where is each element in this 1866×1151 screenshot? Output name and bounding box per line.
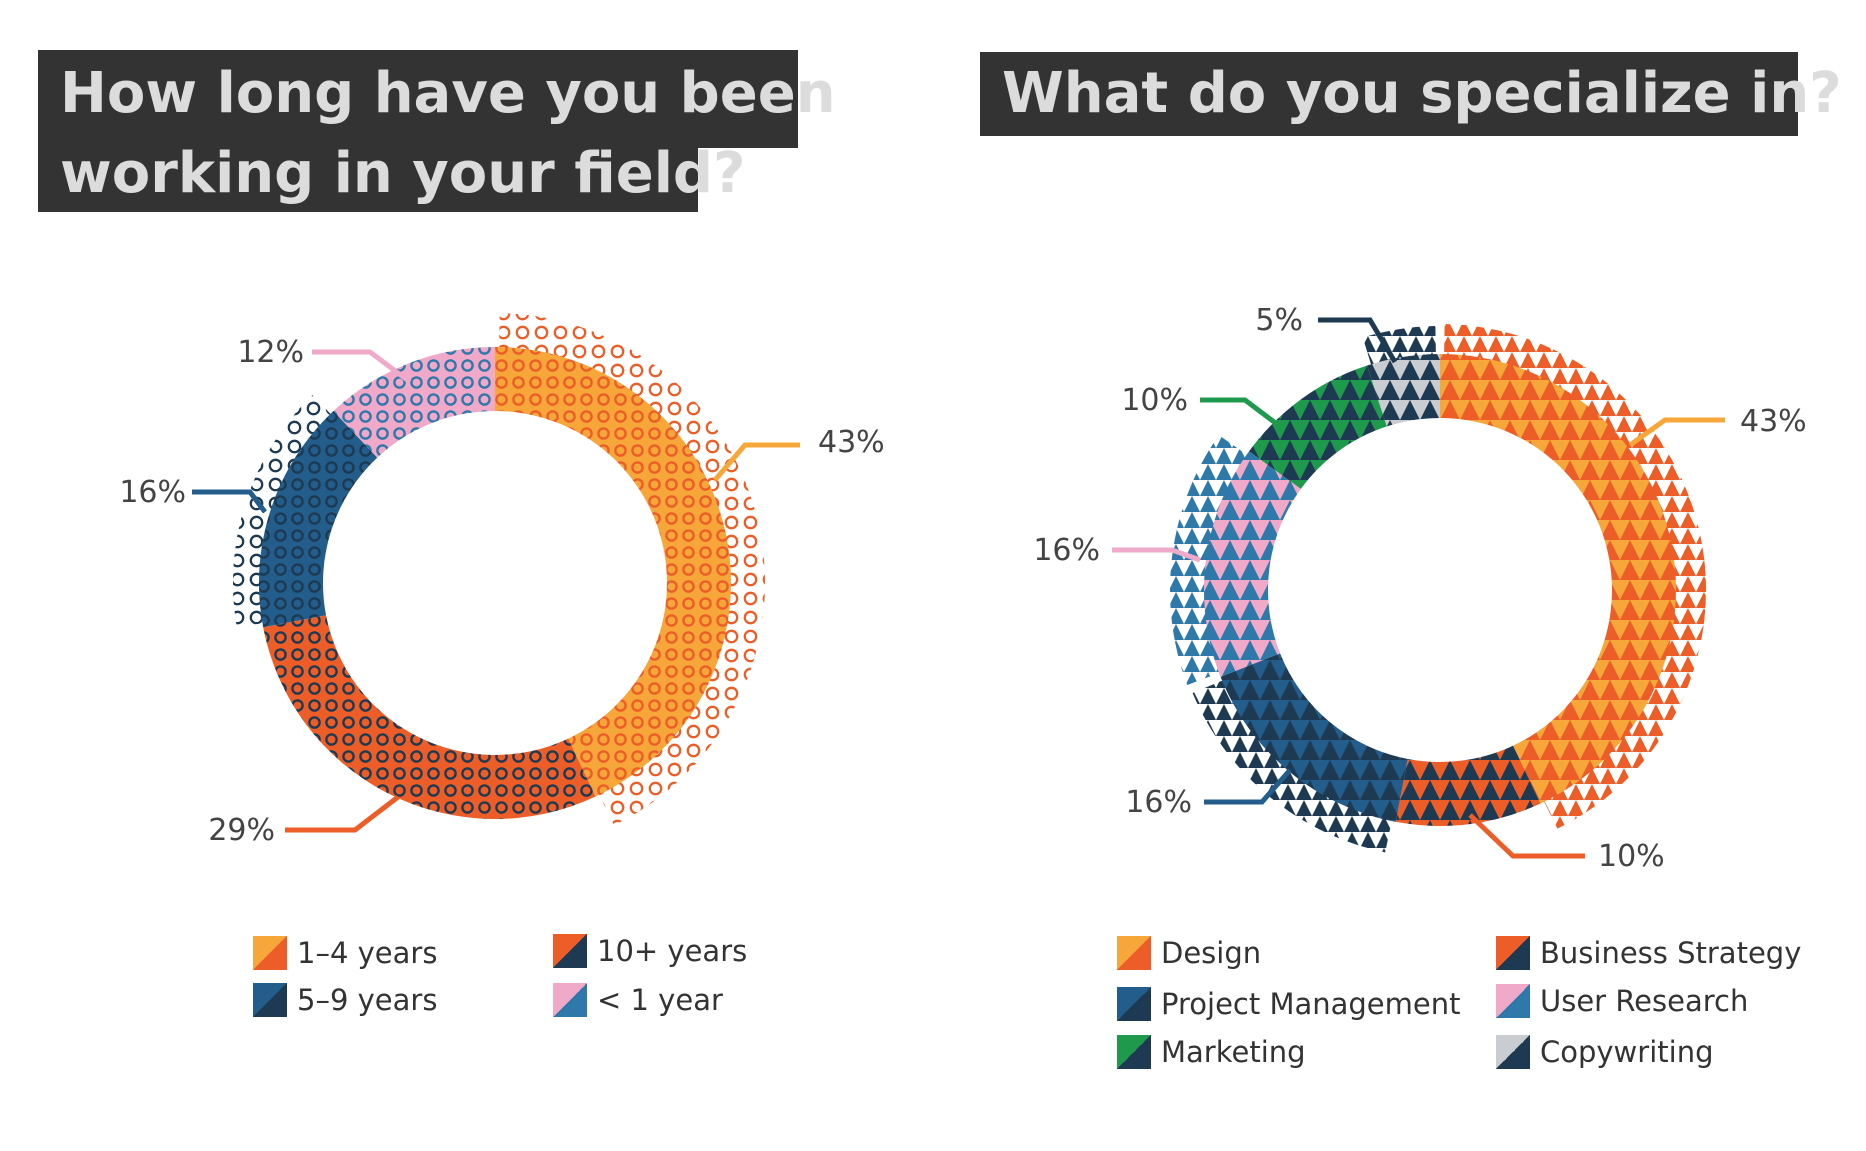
leader-line-user-research bbox=[1112, 547, 1201, 563]
legend-item-copywriting: Copywriting bbox=[1496, 1035, 1713, 1069]
leader-line-business-strategy bbox=[1468, 813, 1585, 859]
slice-user-research bbox=[1203, 451, 1301, 677]
data-label-5-9-years: 16% bbox=[119, 475, 186, 510]
legend-label-design: Design bbox=[1161, 936, 1262, 970]
legend-swatch-less-1-year bbox=[553, 983, 587, 1017]
leader-line-marketing bbox=[1200, 397, 1284, 430]
chart1-title-line-1: How long have you been bbox=[38, 50, 836, 148]
legend-swatch-marketing bbox=[1117, 1035, 1151, 1069]
legend-label-project-management: Project Management bbox=[1161, 987, 1461, 1021]
legend-item-less-1-year: < 1 year bbox=[553, 983, 723, 1017]
chart2-title-line-1: What do you specialize in? bbox=[980, 52, 1842, 136]
slice-band-design bbox=[1444, 324, 1706, 829]
data-label-10-years: 29% bbox=[208, 813, 275, 848]
slice-copywriting bbox=[1367, 354, 1440, 427]
slice-band-5-9-years bbox=[233, 395, 335, 628]
legend-item-1-4-years: 1–4 years bbox=[253, 936, 437, 970]
chart1-title-line-2: working in your field? bbox=[38, 140, 745, 212]
legend-item-business-strategy: Business Strategy bbox=[1496, 936, 1801, 970]
slice-1-4-years bbox=[495, 347, 731, 797]
chart2-donut bbox=[1170, 324, 1706, 853]
legend-swatch-user-research bbox=[1496, 984, 1530, 1018]
slice-5-9-years bbox=[259, 410, 378, 628]
legend-item-5-9-years: 5–9 years bbox=[253, 983, 437, 1017]
legend-item-marketing: Marketing bbox=[1117, 1035, 1306, 1069]
legend-swatch-business-strategy bbox=[1496, 936, 1530, 970]
leader-line-1-4-years bbox=[713, 442, 800, 482]
legend-label-5-9-years: 5–9 years bbox=[297, 983, 438, 1017]
data-label-1-4-years: 43% bbox=[818, 425, 885, 460]
leader-line-project-management bbox=[1204, 768, 1292, 805]
legend-swatch-1-4-years bbox=[253, 936, 287, 970]
slice-project-management bbox=[1220, 653, 1408, 822]
legend-label-less-1-year: < 1 year bbox=[597, 983, 723, 1017]
slice-business-strategy bbox=[1395, 745, 1541, 826]
slice-1-year bbox=[333, 347, 495, 458]
legend-item-project-management: Project Management bbox=[1117, 987, 1460, 1021]
data-label-marketing: 10% bbox=[1121, 383, 1188, 418]
leader-line-design bbox=[1628, 417, 1725, 448]
data-label-user-research: 16% bbox=[1033, 533, 1100, 568]
data-label-project-management: 16% bbox=[1125, 785, 1192, 820]
legend-item-design: Design bbox=[1117, 936, 1261, 970]
legend-label-user-research: User Research bbox=[1540, 984, 1749, 1018]
leader-line-10-years bbox=[285, 795, 400, 833]
legend-label-copywriting: Copywriting bbox=[1540, 1035, 1714, 1069]
slice-design bbox=[1440, 354, 1676, 804]
slice-band-project-management bbox=[1192, 678, 1393, 853]
data-label-1-year: 12% bbox=[237, 335, 304, 370]
legend-swatch-10-plus-years bbox=[553, 934, 587, 968]
legend-swatch-project-management bbox=[1117, 987, 1151, 1021]
data-label-design: 43% bbox=[1740, 404, 1807, 439]
data-label-copywriting: 5% bbox=[1255, 303, 1303, 338]
legend-swatch-5-9-years bbox=[253, 983, 287, 1017]
slice-marketing bbox=[1249, 365, 1387, 489]
legend-label-10-plus-years: 10+ years bbox=[597, 934, 748, 968]
legend-item-10-plus-years: 10+ years bbox=[553, 934, 747, 968]
leader-line-copywriting bbox=[1318, 317, 1398, 364]
legend-swatch-design bbox=[1117, 936, 1151, 970]
legend-swatch-copywriting bbox=[1496, 1035, 1530, 1069]
legend-label-business-strategy: Business Strategy bbox=[1540, 936, 1802, 970]
leader-line-5-9-years bbox=[192, 489, 267, 514]
data-label-business-strategy: 10% bbox=[1598, 839, 1665, 874]
legend-item-user-research: User Research bbox=[1496, 984, 1748, 1018]
slice-10-years bbox=[263, 615, 596, 819]
legend-label-1-4-years: 1–4 years bbox=[297, 936, 438, 970]
legend-label-marketing: Marketing bbox=[1161, 1035, 1306, 1069]
leader-line-1-year bbox=[312, 349, 412, 384]
chart1-donut bbox=[233, 313, 765, 826]
